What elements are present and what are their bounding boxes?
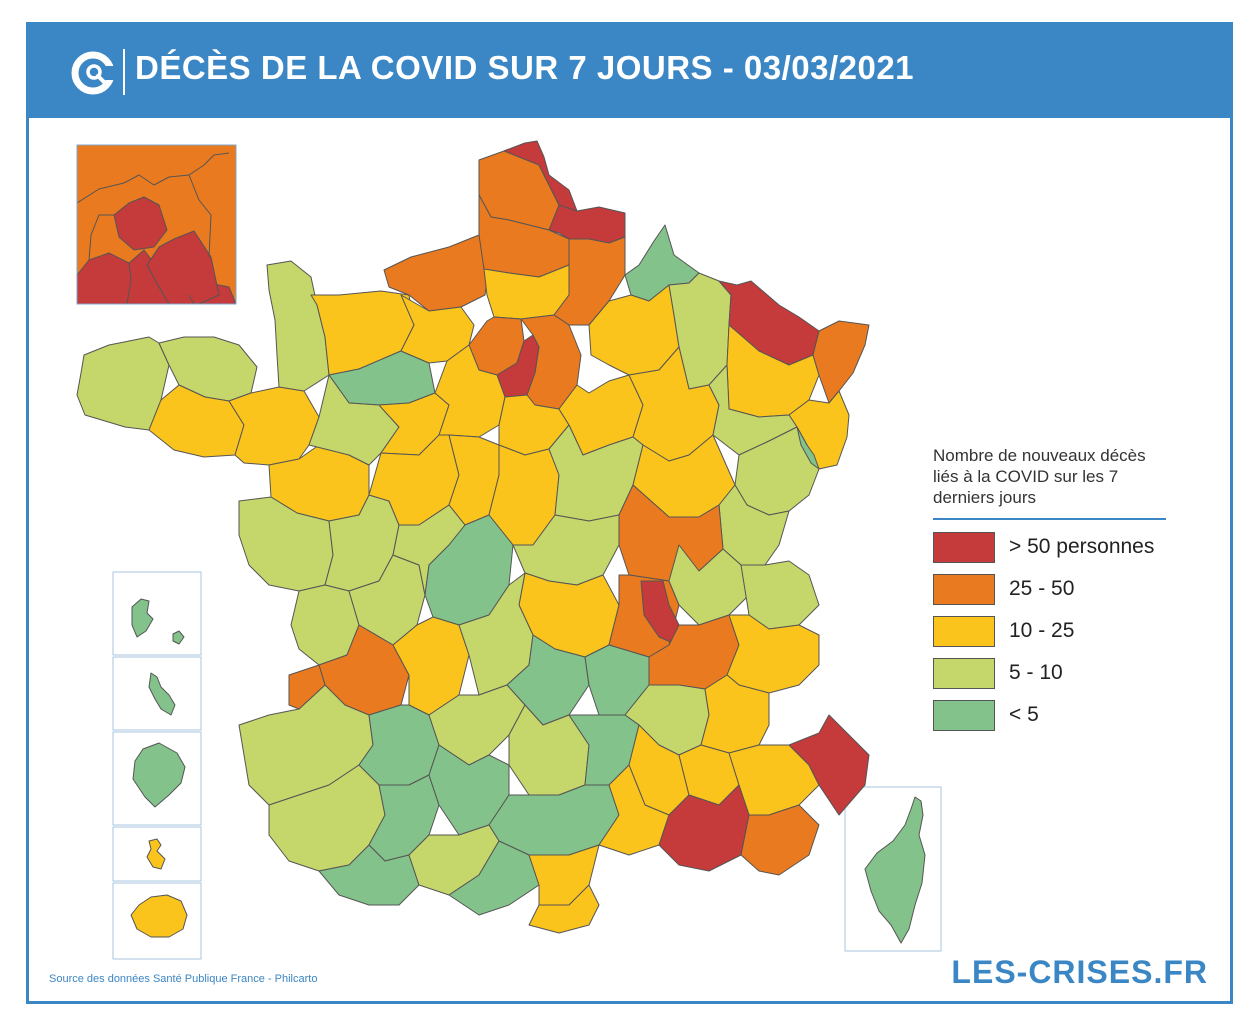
legend-title: Nombre de nouveaux décès liés à la COVID… <box>933 446 1146 507</box>
legend-swatch-green <box>933 700 995 731</box>
legend-item-10-25: 10 - 25 <box>933 616 1173 658</box>
source-note: Source des données Santé Publique France… <box>49 973 318 985</box>
legend-item-under-5: < 5 <box>933 700 1173 742</box>
legend-item-25-50: 25 - 50 <box>933 574 1173 616</box>
legend-swatch-red <box>933 532 995 563</box>
overseas-insets <box>112 571 942 960</box>
mainland-departments <box>76 140 870 934</box>
brand-logo: LES-CRISES.FR <box>951 954 1208 990</box>
page-title: DÉCÈS DE LA COVID SUR 7 JOURS - 03/03/20… <box>135 49 915 86</box>
header-separator <box>123 49 125 95</box>
legend: Nombre de nouveaux décès liés à la COVID… <box>933 445 1173 742</box>
legend-label: < 5 <box>1009 703 1039 726</box>
legend-swatch-yellow <box>933 616 995 647</box>
legend-label: 10 - 25 <box>1009 619 1075 642</box>
legend-swatch-orange <box>933 574 995 605</box>
les-crises-logo-icon <box>71 51 116 95</box>
legend-divider <box>933 518 1166 520</box>
legend-item-5-10: 5 - 10 <box>933 658 1173 700</box>
legend-label: > 50 personnes <box>1009 535 1155 558</box>
legend-swatch-lightgreen <box>933 658 995 689</box>
map-frame: DÉCÈS DE LA COVID SUR 7 JOURS - 03/03/20… <box>26 22 1233 1004</box>
paris-inset <box>77 145 236 304</box>
legend-label: 25 - 50 <box>1009 577 1075 600</box>
france-map <box>76 140 942 960</box>
header-bar: DÉCÈS DE LA COVID SUR 7 JOURS - 03/03/20… <box>29 25 1230 118</box>
legend-item-over-50: > 50 personnes <box>933 532 1173 574</box>
legend-label: 5 - 10 <box>1009 661 1063 684</box>
